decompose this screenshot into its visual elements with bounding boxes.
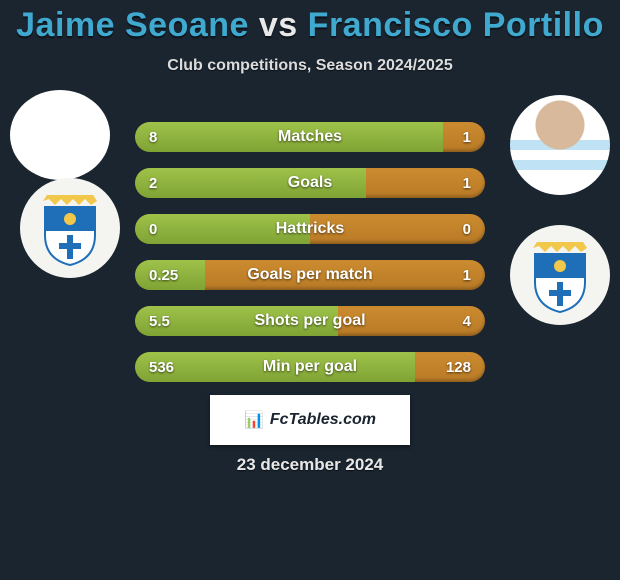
stat-right-value: 128 (446, 352, 471, 382)
generated-date: 23 december 2024 (0, 455, 620, 475)
stat-label: Goals per match (135, 260, 485, 290)
player2-name: Francisco Portillo (308, 6, 604, 44)
vs-label: vs (259, 6, 298, 44)
subtitle: Club competitions, Season 2024/2025 (0, 57, 620, 75)
comparison-title: Jaime Seoane vs Francisco Portillo (0, 0, 620, 45)
player2-club-crest (510, 225, 610, 325)
player1-avatar (10, 90, 110, 180)
stat-label: Goals (135, 168, 485, 198)
stat-right-value: 1 (463, 260, 471, 290)
stat-row: 8Matches1 (135, 122, 485, 152)
player1-name: Jaime Seoane (16, 6, 249, 44)
branding-badge: 📊 FcTables.com (210, 395, 410, 445)
stat-right-value: 4 (463, 306, 471, 336)
stat-label: Min per goal (135, 352, 485, 382)
stat-row: 2Goals1 (135, 168, 485, 198)
player1-club-crest (20, 178, 120, 278)
stat-label: Shots per goal (135, 306, 485, 336)
player2-avatar (510, 95, 610, 195)
stat-right-value: 1 (463, 168, 471, 198)
player2-face-placeholder (510, 95, 610, 195)
stat-row: 0.25Goals per match1 (135, 260, 485, 290)
stat-right-value: 1 (463, 122, 471, 152)
stat-label: Hattricks (135, 214, 485, 244)
stat-bars: 8Matches1 2Goals1 0Hattricks0 0.25Goals per… (135, 122, 485, 398)
stat-row: 5.5Shots per goal4 (135, 306, 485, 336)
stat-label: Matches (135, 122, 485, 152)
stat-row: 0Hattricks0 (135, 214, 485, 244)
chart-icon: 📊 (244, 410, 264, 430)
crest-icon (527, 236, 593, 314)
crest-icon (37, 189, 103, 267)
branding-text: FcTables.com (270, 411, 376, 429)
stat-row: 536Min per goal128 (135, 352, 485, 382)
stat-right-value: 0 (463, 214, 471, 244)
